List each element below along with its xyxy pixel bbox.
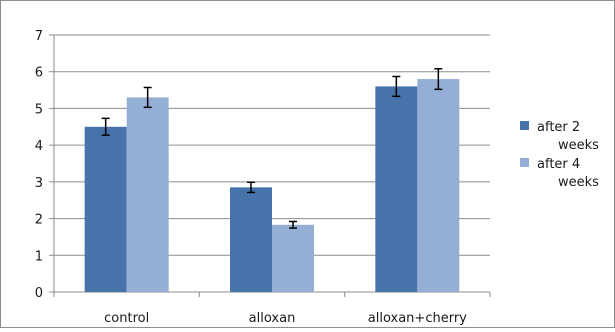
y-tick-label: 2 (35, 213, 43, 228)
x-category-label: control (104, 311, 149, 326)
bar-chart: 0 1 2 3 4 5 6 7 control alloxan alloxan+cherry afte… (35, 29, 599, 326)
legend-label: weeks (558, 138, 599, 153)
x-category-label: alloxan+cherry (368, 311, 467, 326)
y-tick-label: 1 (35, 249, 43, 264)
bar-after-2-weeks-2 (375, 86, 418, 293)
legend-swatch (520, 121, 529, 130)
legend-label: after 4 (537, 157, 580, 172)
y-tick-label: 3 (35, 176, 43, 191)
y-tick-label: 5 (35, 102, 43, 117)
legend-swatch (520, 158, 529, 167)
bar-after-4-weeks-1 (272, 224, 314, 292)
bar-after-4-weeks-2 (417, 79, 460, 292)
y-tick-label: 0 (35, 286, 43, 301)
x-category-label: alloxan (249, 311, 296, 326)
bar-after-4-weeks-0 (126, 97, 169, 293)
legend-label: after 2 (537, 120, 580, 135)
y-tick-label: 4 (35, 139, 43, 154)
y-tick-label: 6 (35, 66, 43, 81)
bar-after-2-weeks-0 (84, 126, 127, 293)
legend-label: weeks (558, 175, 599, 190)
bar-after-2-weeks-1 (230, 187, 272, 292)
y-tick-label: 7 (35, 29, 43, 44)
